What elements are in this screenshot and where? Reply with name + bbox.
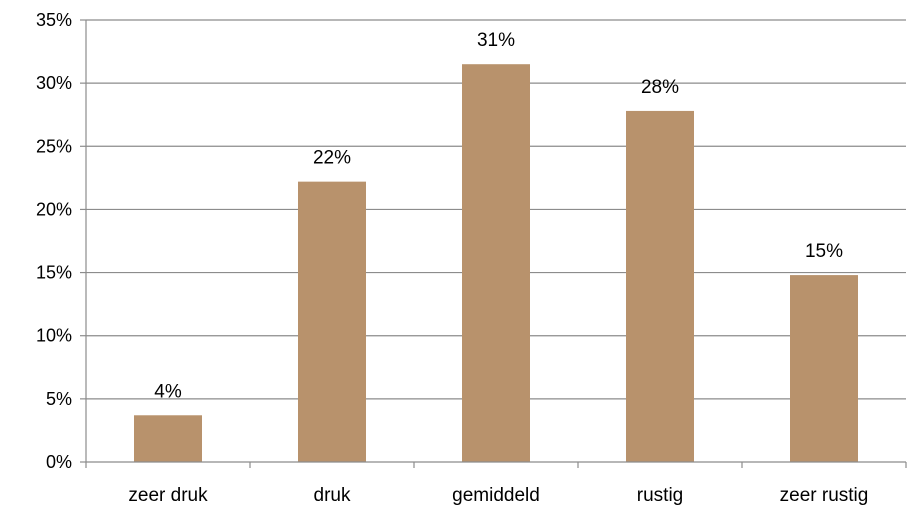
bar (790, 275, 858, 462)
bar (626, 110, 694, 462)
bar (134, 415, 202, 462)
axes (80, 19, 907, 468)
y-tick-label: 10% (36, 326, 72, 346)
bar (462, 64, 530, 462)
x-category-label: gemiddeld (452, 485, 540, 506)
x-category-labels: zeer druk druk gemiddeld rustig zeer rustig (128, 485, 868, 506)
y-tick-label: 15% (36, 263, 72, 283)
y-tick-labels: 0% 5% 10% 15% 20% 25% 30% 35% (36, 10, 72, 472)
bar-data-label: 28% (641, 77, 679, 98)
bar (298, 181, 366, 462)
y-tick-label: 20% (36, 199, 72, 219)
bar-data-label: 4% (154, 381, 182, 402)
x-category-label: druk (314, 485, 351, 506)
bar-data-label: 22% (313, 148, 351, 169)
bar-data-label: 31% (477, 30, 515, 51)
y-tick-label: 30% (36, 73, 72, 93)
x-category-label: zeer rustig (780, 485, 869, 506)
y-tick-label: 25% (36, 136, 72, 156)
y-tick-label: 35% (36, 10, 72, 30)
x-category-label: zeer druk (128, 485, 208, 506)
y-tick-label: 5% (46, 389, 72, 409)
bar-data-label: 15% (805, 241, 843, 262)
x-category-label: rustig (637, 485, 683, 506)
data-labels: 4% 22% 31% 28% 15% (154, 30, 843, 402)
bars (134, 64, 858, 462)
y-tick-label: 0% (46, 452, 72, 472)
